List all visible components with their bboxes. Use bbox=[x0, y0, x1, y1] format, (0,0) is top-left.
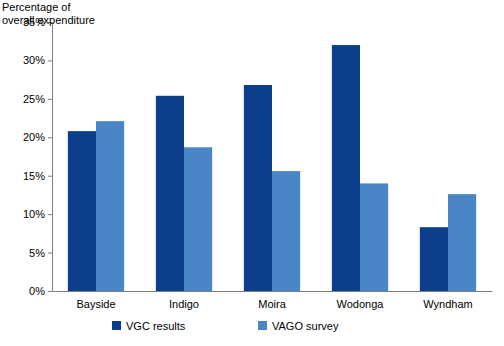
y-tick: 25% bbox=[23, 93, 52, 105]
y-tick-label: 25% bbox=[23, 93, 45, 105]
y-axis-title: Percentage ofoverall expenditure bbox=[2, 1, 95, 26]
y-tick-mark bbox=[48, 214, 52, 215]
bar bbox=[272, 171, 300, 291]
y-tick: 0% bbox=[29, 285, 52, 297]
bar bbox=[96, 121, 124, 291]
legend-swatch bbox=[258, 321, 267, 330]
x-tick-label: Wodonga bbox=[337, 298, 385, 310]
y-tick: 15% bbox=[23, 170, 52, 182]
x-tick-label: Indigo bbox=[169, 298, 199, 310]
x-tick: Wodonga bbox=[337, 298, 385, 310]
y-tick-label: 0% bbox=[29, 285, 45, 297]
bars bbox=[68, 45, 476, 291]
y-tick-mark bbox=[48, 291, 52, 292]
bar bbox=[184, 147, 212, 291]
x-tick-label: Bayside bbox=[76, 298, 115, 310]
y-tick: 20% bbox=[23, 131, 52, 143]
y-tick-mark bbox=[48, 253, 52, 254]
chart: 0%5%10%15%20%25%30%35%BaysideIndigoMoira… bbox=[0, 0, 504, 346]
x-tick-label: Wyndham bbox=[423, 298, 472, 310]
y-tick: 10% bbox=[23, 208, 52, 220]
bar bbox=[360, 183, 388, 291]
x-axis: Bayside Indigo Moira Wodonga Wyndham bbox=[53, 292, 493, 310]
y-tick-mark bbox=[48, 99, 52, 100]
y-axis: 0%5%10%15%20%25%30%35% bbox=[23, 16, 53, 297]
x-tick: Indigo bbox=[169, 298, 199, 310]
x-axis-line bbox=[53, 291, 493, 292]
y-tick-label: 5% bbox=[29, 247, 45, 259]
y-tick-mark bbox=[48, 176, 52, 177]
y-tick-mark bbox=[48, 137, 52, 138]
y-tick: 30% bbox=[23, 54, 52, 66]
x-tick: Moira bbox=[258, 298, 286, 310]
y-tick: 5% bbox=[29, 247, 52, 259]
y-axis-title-line: Percentage of bbox=[2, 1, 71, 13]
legend-swatch bbox=[112, 321, 121, 330]
x-tick: Wyndham bbox=[423, 298, 472, 310]
y-axis-title-line: overall expenditure bbox=[2, 14, 95, 26]
y-tick-label: 30% bbox=[23, 54, 45, 66]
legend-label: VGC results bbox=[126, 320, 186, 332]
bar bbox=[244, 85, 272, 291]
legend-label: VAGO survey bbox=[272, 320, 339, 332]
y-tick-label: 15% bbox=[23, 170, 45, 182]
y-tick-label: 20% bbox=[23, 131, 45, 143]
x-tick: Bayside bbox=[76, 298, 115, 310]
y-tick-mark bbox=[48, 60, 52, 61]
bar bbox=[332, 45, 360, 291]
y-tick-label: 10% bbox=[23, 208, 45, 220]
bar bbox=[420, 227, 448, 291]
y-axis-line bbox=[52, 23, 53, 292]
bar bbox=[68, 131, 96, 291]
bar bbox=[156, 96, 184, 291]
bar bbox=[448, 194, 476, 291]
x-tick-label: Moira bbox=[258, 298, 286, 310]
legend: VGC results VAGO survey bbox=[112, 320, 339, 332]
